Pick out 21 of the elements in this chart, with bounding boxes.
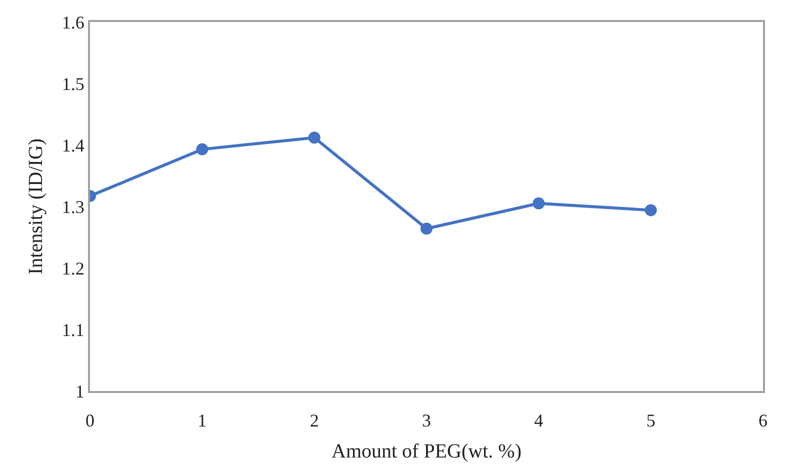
y-axis-title: Intensity (ID/IG) [24,138,47,275]
y-tick-label: 1.5 [62,74,84,94]
x-tick-label: 1 [198,410,207,431]
x-tick-label: 0 [86,410,94,431]
x-tick-label: 5 [646,410,656,431]
point [308,132,320,144]
y-tick-label: 1.1 [62,320,84,340]
y-tick-label: 1 [75,381,84,402]
y-tick-label: 1.6 [62,12,84,32]
x-tick-label: 4 [534,410,544,431]
y-tick-label: 1.4 [62,135,84,156]
x-tick-label: 3 [422,410,431,431]
point [196,143,208,156]
point [644,204,657,216]
x-tick-label: 6 [758,410,768,431]
x-tick-label: 2 [310,410,319,431]
x-axis-title: Amount of PEG(wt. %) [332,440,522,463]
y-tick-label: 1.3 [62,196,84,217]
y-tick-label: 1.2 [62,258,84,278]
point [532,197,545,210]
point [420,222,432,235]
